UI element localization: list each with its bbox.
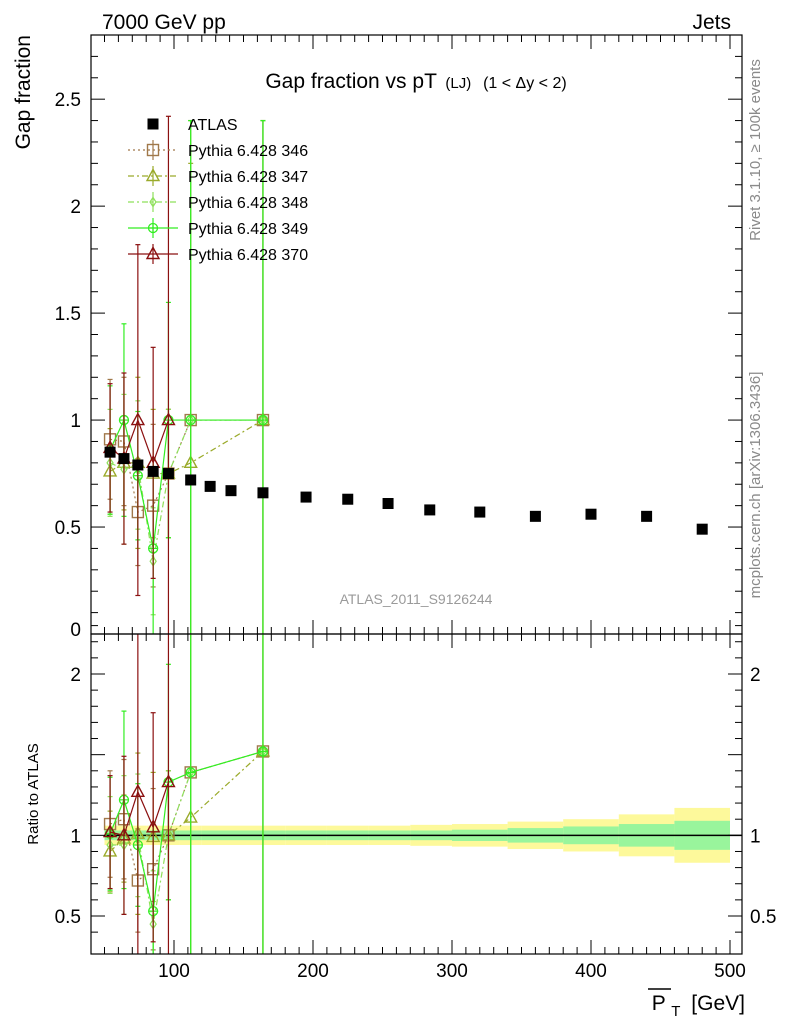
main-y-tick-label: 2: [70, 197, 81, 218]
main-series-atlas-point: [104, 446, 116, 458]
main-series-atlas-point: [641, 510, 653, 522]
main-series-atlas-point: [585, 508, 597, 520]
legend-entry-p370: Pythia 6.428 370: [188, 247, 308, 264]
legend-marker-atlas: [147, 118, 159, 130]
main-series-p348-line: [109, 419, 263, 562]
x-axis-label-unit: [GeV]: [691, 992, 745, 1015]
main-series-atlas-point: [225, 485, 237, 497]
main-y-tick-label: 1.5: [55, 304, 81, 325]
x-axis-label: P T [GeV]: [652, 992, 745, 1021]
main-series-atlas-point: [162, 468, 174, 480]
main-title-cut: (1 < Δy < 2): [483, 75, 567, 92]
ratio-series-p370-point: [130, 783, 146, 797]
legend-entry-p346: Pythia 6.428 346: [188, 143, 308, 160]
ratio-y-tick-label-left: 1: [70, 826, 81, 847]
legend-marker-p348: [149, 196, 157, 208]
main-panel: 0 0.5 1 1.5 2 2.5 Gap fraction vs pT (LJ) (1 …: [12, 34, 743, 641]
ratio-plot-content: [102, 634, 271, 954]
ratio-panel-frame: [90, 633, 743, 955]
main-y-tick-label: 2.5: [55, 90, 81, 111]
x-axis-label-symbol: P: [652, 992, 666, 1015]
main-y-tick-label: 0.5: [55, 518, 81, 539]
main-series-p370-point: [130, 412, 146, 426]
ratio-series-p370-point: [145, 819, 161, 833]
legend-entry-p348: Pythia 6.428 348: [188, 195, 308, 212]
main-series-atlas-point: [696, 523, 708, 535]
ratio-series-p370-point: [116, 827, 132, 841]
main-series-atlas-point: [204, 480, 216, 492]
legend-entry-p349: Pythia 6.428 349: [188, 221, 308, 238]
ratio-panel: 0.5 0.5 1 1 2 2 100 200 300 400 500 Ratio to ATLAS…: [25, 625, 776, 1021]
main-series-atlas-point: [300, 491, 312, 503]
main-series-atlas-point: [118, 453, 130, 465]
x-tick-label: 400: [575, 961, 607, 982]
x-tick-label: 300: [436, 961, 468, 982]
rivet-version-label: Rivet 3.1.10, ≥ 100k events: [747, 59, 764, 241]
legend-marker-p347: [145, 168, 161, 182]
x-tick-label: 200: [297, 961, 329, 982]
mcplots-label: mcplots.cern.ch [arXiv:1306.3436]: [747, 372, 764, 599]
main-series-atlas-point: [424, 504, 436, 516]
analysis-watermark: ATLAS_2011_S9126244: [340, 591, 493, 607]
main-series-atlas-point: [342, 493, 354, 505]
ratio-axis-ticks: 0.5 0.5 1 1 2 2 100 200 300 400 500: [55, 625, 776, 982]
legend-entry-p347: Pythia 6.428 347: [188, 169, 308, 186]
main-y-axis-label: Gap fraction: [12, 35, 35, 149]
ratio-y-tick-label-left: 0.5: [55, 907, 81, 928]
header-left-label: 7000 GeV pp: [102, 11, 226, 34]
ratio-y-tick-label-left: 2: [70, 665, 81, 686]
legend: ATLAS Pythia 6.428 346 Pythia 6.428 347 Pyt…: [128, 117, 308, 264]
main-y-tick-label: 0: [70, 620, 81, 641]
x-axis-label-subscript: T: [671, 1003, 680, 1020]
main-series-atlas-point: [132, 459, 144, 471]
main-series-atlas-point: [257, 487, 269, 499]
main-series-atlas-point: [147, 465, 159, 477]
main-y-tick-label: 1: [70, 411, 81, 432]
main-title-subscript: (LJ): [445, 75, 471, 92]
main-title: Gap fraction vs pT (LJ) (1 < Δy < 2): [265, 70, 566, 93]
legend-marker-p346: [146, 143, 160, 157]
ratio-uncertainty-band: [104, 807, 742, 863]
main-series-atlas-point: [474, 506, 486, 518]
ratio-y-axis-label: Ratio to ATLAS: [25, 743, 42, 844]
ratio-series-p370-point: [161, 774, 176, 788]
ratio-y-tick-label-right: 0.5: [750, 907, 776, 928]
legend-entry-atlas: ATLAS: [188, 117, 238, 134]
main-title-text: Gap fraction vs pT: [265, 70, 437, 93]
main-series-atlas-point: [185, 474, 197, 486]
main-axis-ticks: 0 0.5 1 1.5 2 2.5: [55, 34, 742, 641]
main-plot-content: [102, 115, 708, 634]
main-series-atlas-point: [382, 498, 394, 510]
ratio-y-tick-label-right: 1: [750, 826, 761, 847]
main-series-p370-point: [161, 412, 176, 426]
main-series-atlas-point: [529, 510, 541, 522]
ratio-y-tick-label-right: 2: [750, 665, 761, 686]
header-right-label: Jets: [692, 11, 731, 34]
x-tick-label: 500: [714, 961, 746, 982]
x-tick-label: 100: [158, 961, 190, 982]
ratio-series-p370-point: [102, 824, 118, 838]
legend-marker-p370: [145, 246, 161, 260]
